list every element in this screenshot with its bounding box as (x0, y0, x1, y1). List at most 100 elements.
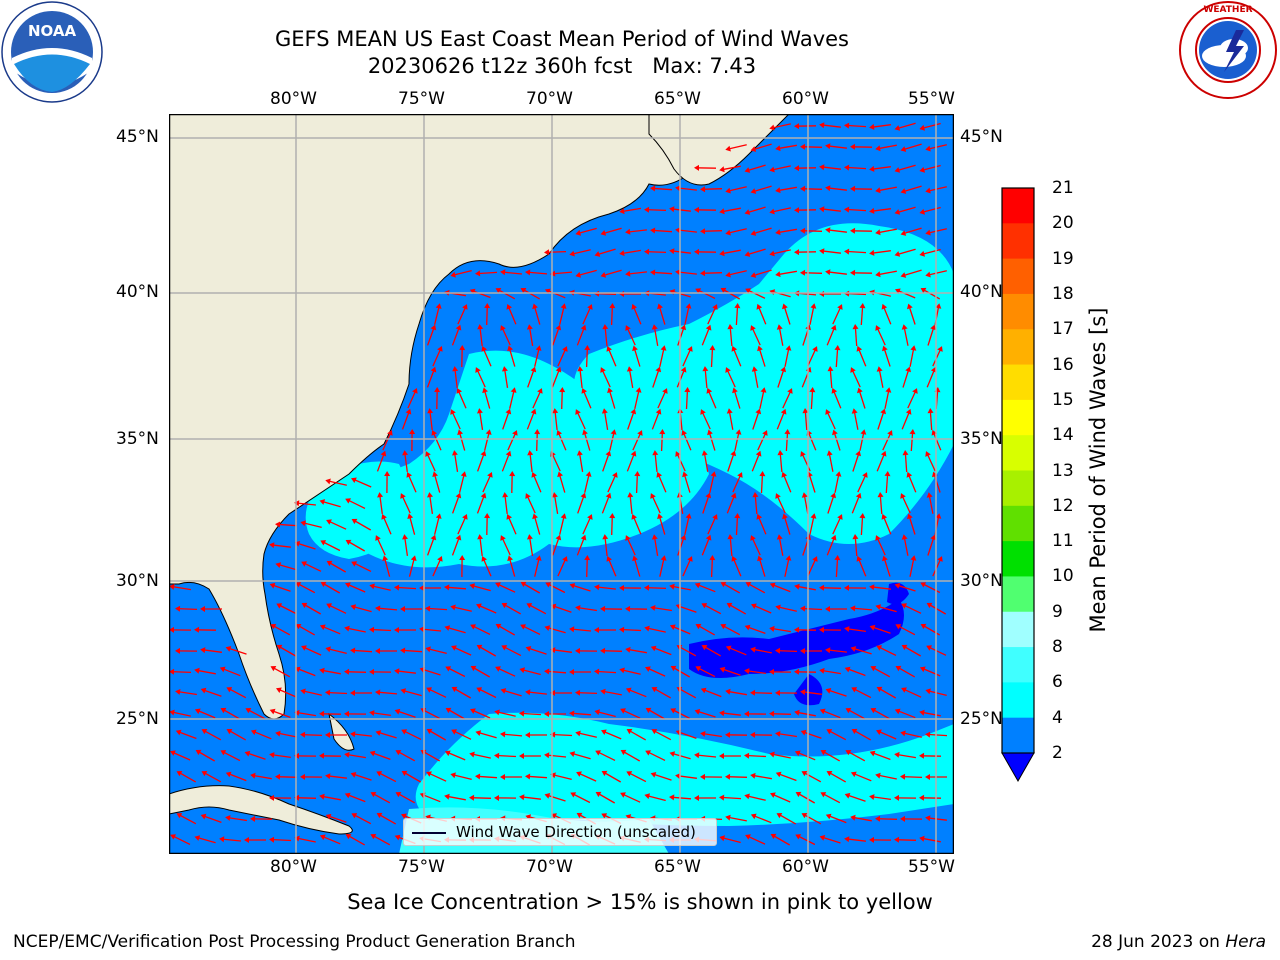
wave-arrow-shaft (820, 669, 842, 675)
wave-arrow-head (725, 145, 731, 152)
wave-arrow-shaft (496, 624, 516, 636)
wave-arrow-head (369, 750, 376, 757)
wave-arrow-shaft (546, 289, 566, 299)
wave-arrow-head (845, 708, 852, 714)
wave-arrow-head (406, 472, 412, 478)
wave-arrow-shaft (611, 514, 613, 536)
wave-arrow-shaft (771, 290, 791, 298)
wave-arrow-shaft (196, 669, 216, 675)
wave-arrow-head (660, 345, 667, 351)
wave-arrow-shaft (933, 473, 941, 493)
wave-arrow-shaft (471, 625, 491, 635)
wave-arrow-head (376, 771, 383, 777)
wave-arrow-head (175, 689, 181, 695)
wave-arrow-head (900, 230, 907, 236)
wave-arrow-head (575, 271, 581, 278)
wave-arrow-shaft (926, 452, 936, 472)
wave-arrow-head (295, 624, 302, 630)
wave-arrow-head (600, 272, 607, 278)
wave-arrow-head (451, 645, 457, 651)
wave-arrow-head (587, 514, 593, 520)
wave-arrow-head (785, 555, 792, 561)
wave-arrow-shaft (452, 730, 472, 740)
wave-arrow-shaft (701, 326, 711, 346)
wave-arrow-shaft (846, 838, 866, 842)
wave-arrow-head (477, 408, 483, 414)
wave-arrow-shaft (396, 710, 416, 718)
wave-arrow-head (444, 793, 450, 800)
wave-arrow-shaft (652, 773, 672, 781)
wave-arrow-shaft (627, 229, 647, 233)
wave-arrow-head (169, 709, 175, 716)
wave-arrow-shaft (652, 729, 672, 741)
wave-arrow-head (675, 773, 681, 780)
wave-arrow-head (484, 303, 491, 309)
wave-arrow-shaft (196, 836, 216, 844)
wave-arrow-shaft (809, 515, 815, 535)
wave-arrow-head (525, 689, 531, 696)
wave-arrow-shaft (352, 733, 372, 737)
wave-arrow-shaft (652, 606, 672, 612)
wave-arrow-head (400, 647, 406, 654)
wave-arrow-shaft (721, 165, 741, 171)
wave-arrow-head (759, 471, 766, 477)
wave-arrow-head (880, 408, 886, 415)
wave-arrow-head (581, 388, 587, 394)
wave-arrow-shaft (171, 835, 191, 845)
wave-arrow-head (720, 624, 727, 630)
wave-arrow-head (269, 836, 275, 843)
wave-arrow-head (901, 687, 907, 693)
wave-arrow-shaft (771, 123, 791, 129)
wave-arrow-head (735, 429, 742, 435)
wave-arrow-head (451, 686, 458, 693)
wave-arrow-head (344, 625, 350, 632)
wave-arrow-shaft (277, 563, 297, 571)
wave-arrow-head (426, 771, 432, 777)
wave-arrow-head (875, 535, 881, 541)
wave-arrow-head (535, 555, 542, 561)
wave-arrow-head (670, 665, 677, 672)
wave-arrow-shaft (921, 122, 941, 130)
wave-arrow-head (794, 750, 801, 757)
wave-arrow-shaft (176, 607, 198, 611)
wave-arrow-head (544, 288, 551, 295)
wave-arrow-shaft (609, 431, 615, 451)
wave-arrow-head (569, 751, 576, 757)
wave-arrow-shaft (709, 473, 715, 493)
wave-arrow-shaft (627, 771, 647, 783)
wave-arrow-shaft (885, 472, 889, 494)
wave-arrow-head (776, 324, 783, 330)
wave-arrow-shaft (808, 473, 816, 493)
wave-arrow-head (825, 813, 832, 820)
wave-arrow-shaft (832, 305, 842, 325)
wave-arrow-head (381, 514, 387, 520)
wave-arrow-shaft (327, 775, 347, 779)
wave-arrow-head (584, 555, 591, 561)
wave-arrow-head (481, 556, 487, 562)
wave-arrow-head (700, 270, 706, 277)
wave-arrow-head (900, 773, 906, 780)
wave-arrow-head (650, 493, 656, 499)
wave-arrow-shaft (296, 582, 316, 594)
wave-arrow-shaft (828, 452, 834, 472)
wave-arrow-shaft (732, 557, 742, 577)
wave-arrow-shaft (326, 691, 348, 695)
wave-arrow-head (884, 471, 891, 477)
wave-arrow-shaft (520, 712, 542, 716)
wave-arrow-head (609, 303, 616, 309)
wave-arrow-shaft (733, 389, 741, 409)
wave-arrow-head (919, 709, 925, 716)
wave-arrow-shaft (301, 733, 323, 737)
wave-arrow-shaft (771, 834, 791, 846)
wave-arrow-shaft (671, 208, 691, 212)
wave-arrow-head (400, 688, 406, 694)
wave-arrow-head (475, 730, 482, 736)
wave-arrow-shaft (921, 582, 941, 594)
colorbar-band (1002, 188, 1034, 224)
wave-arrow-shaft (604, 536, 608, 556)
lat-label-left: 35°N (116, 429, 159, 449)
wave-arrow-shaft (486, 304, 488, 326)
wave-arrow-shaft (545, 670, 567, 674)
wave-arrow-head (369, 710, 375, 716)
wave-arrow-shaft (501, 536, 511, 556)
